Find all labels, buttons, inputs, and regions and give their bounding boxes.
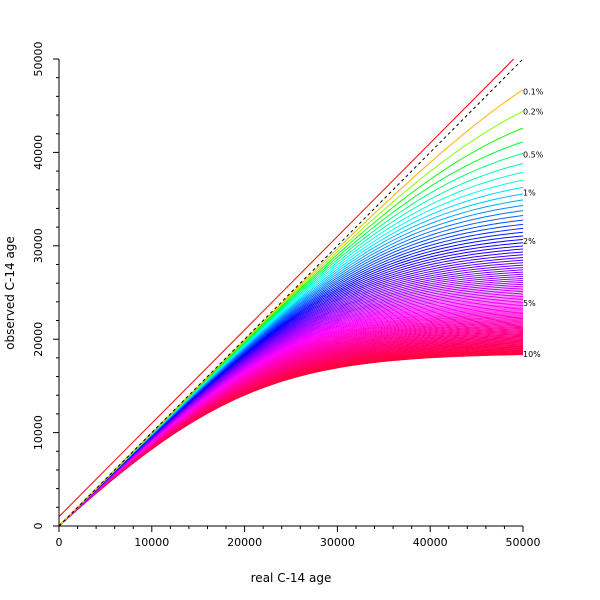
- contamination-curve: [58, 343, 524, 527]
- y-tick-label: 10000: [32, 415, 45, 450]
- identity-reference-line: [58, 58, 524, 527]
- y-tick-label: 50000: [32, 42, 45, 77]
- curve-label: 5%: [523, 299, 536, 308]
- contamination-curve: [58, 354, 524, 527]
- contamination-curve: [58, 242, 524, 527]
- x-tick-label: 20000: [227, 536, 262, 549]
- y-tick-label: 40000: [32, 135, 45, 170]
- curve-label: 0.5%: [523, 150, 544, 159]
- y-tick-label: 20000: [32, 322, 45, 357]
- x-axis-title: real C-14 age: [251, 571, 332, 585]
- x-tick-label: 50000: [506, 536, 541, 549]
- contamination-curve: [58, 344, 524, 527]
- y-tick-label: 0: [32, 523, 45, 530]
- x-tick-label: 30000: [320, 536, 355, 549]
- contamination-curve: [58, 353, 524, 527]
- x-tick-label: 10000: [134, 536, 169, 549]
- curve-label: 2%: [523, 237, 536, 246]
- contamination-curve: [58, 235, 524, 527]
- x-tick-label: 0: [56, 536, 63, 549]
- y-tick-label: 30000: [32, 228, 45, 263]
- contamination-curve: [58, 345, 524, 527]
- curve-label: 0.1%: [523, 88, 544, 97]
- offset-reference-line: [58, 58, 515, 518]
- curve-label: 0.2%: [523, 107, 544, 116]
- axes: 0 10000 20000 30000 40000 50000 0 10000 20000 300…: [32, 42, 541, 550]
- reference-lines: [58, 58, 524, 527]
- curve-labels: 0.1% 0.2% 0.5% 1% 2% 5% 10%: [523, 88, 544, 359]
- contamination-curve: [58, 346, 524, 527]
- x-tick-label: 40000: [413, 536, 448, 549]
- contamination-curve: [58, 248, 524, 527]
- curve-label: 1%: [523, 189, 536, 198]
- curve-label: 10%: [523, 350, 541, 359]
- contamination-curves: [58, 89, 524, 527]
- y-axis-title: observed C-14 age: [3, 236, 17, 350]
